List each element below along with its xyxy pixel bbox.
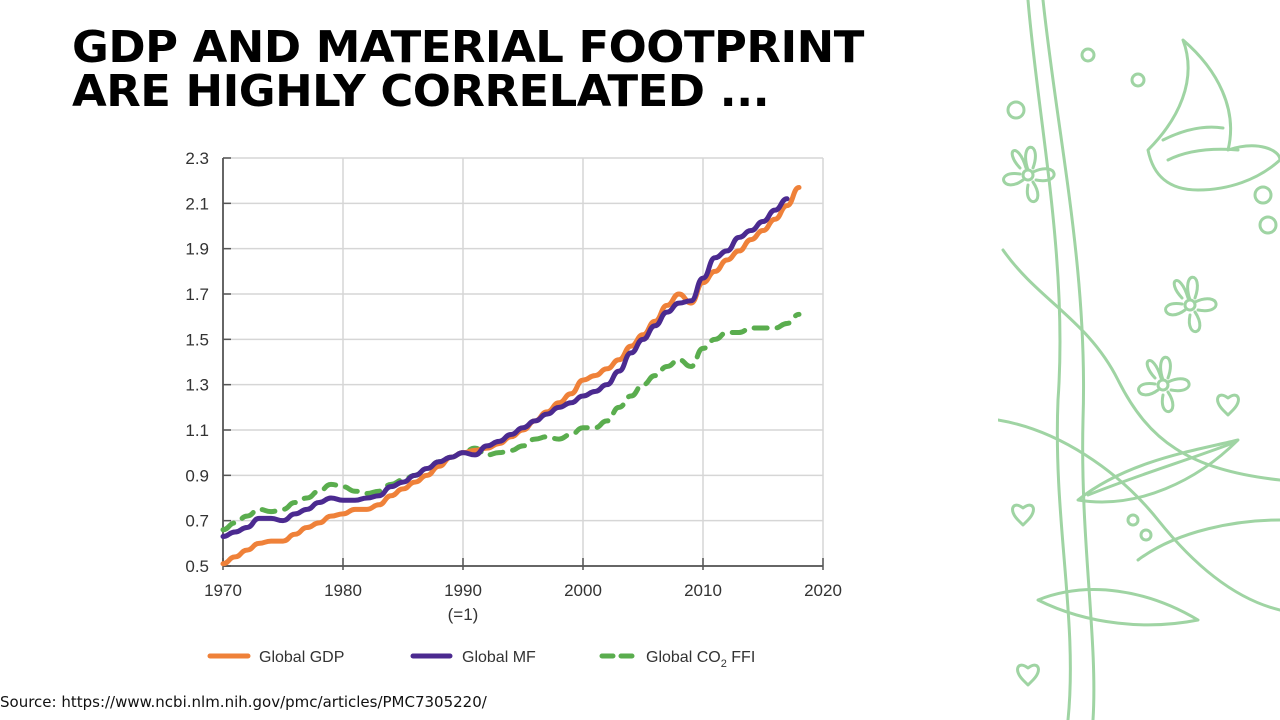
x-tick-label: 2020 (804, 581, 842, 600)
source-citation: Source: https://www.ncbi.nlm.nih.gov/pmc… (0, 693, 487, 711)
y-tick-label: 0.9 (185, 466, 209, 485)
stem-icon (998, 0, 1280, 720)
slide-title: GDP AND MATERIAL FOOTPRINT ARE HIGHLY CO… (72, 26, 864, 114)
slide-title-line-1: GDP AND MATERIAL FOOTPRINT (72, 22, 864, 73)
legend-label-gdp: Global GDP (259, 649, 344, 666)
line-chart: 0.50.70.91.11.31.51.71.92.12.3 1970 1980 1… (185, 149, 842, 670)
y-tick-label: 0.7 (185, 512, 209, 531)
y-tick-label: 1.3 (185, 376, 209, 395)
legend: Global GDP Global MF Global CO2 FFI (207, 649, 755, 670)
legend-item-gdp: Global GDP (207, 649, 344, 666)
legend-label-mf: Global MF (462, 649, 536, 666)
slide-title-line-2: ARE HIGHLY CORRELATED ... (72, 66, 770, 117)
y-tick-label: 1.9 (185, 240, 209, 259)
grid-lines (223, 157, 824, 566)
x-tick-label: 1970 (204, 581, 242, 600)
x-tick-note: (=1) (448, 605, 479, 624)
y-tick-label: 1.5 (185, 330, 209, 349)
x-tick-label: 2010 (684, 581, 722, 600)
axes (222, 158, 823, 567)
y-axis-ticks: 0.5 0.7 0.9 1.1 1.3 1.5 1.7 1.9 2.1 2.3 (185, 149, 231, 576)
y-tick-label: 0.5 (185, 557, 209, 576)
flower-icon (1002, 145, 1218, 414)
legend-item-mf: Global MF (410, 649, 536, 666)
series-lines (220, 184, 802, 567)
x-axis-ticks: 1970 1980 1990 2000 2010 2020 (204, 558, 842, 600)
series-line-co2 (220, 311, 802, 533)
x-tick-label: 1990 (444, 581, 482, 600)
legend-item-co2: Global CO2 FFI (599, 649, 755, 670)
y-tick-label: 2.3 (185, 149, 209, 168)
heart-icon (1011, 393, 1240, 687)
x-tick-label: 2000 (564, 581, 602, 600)
x-tick-label: 1980 (324, 581, 362, 600)
y-tick-label: 1.7 (185, 285, 209, 304)
y-tick-label: 1.1 (185, 421, 209, 440)
y-tick-label: 2.1 (185, 194, 209, 213)
series-line-mf (220, 196, 790, 540)
berry-icon (1006, 47, 1278, 542)
legend-label-co2: Global CO2 FFI (646, 649, 755, 670)
leaf-icon (1036, 438, 1280, 627)
floral-decoration (998, 0, 1280, 720)
tulip-icon (1146, 38, 1280, 192)
